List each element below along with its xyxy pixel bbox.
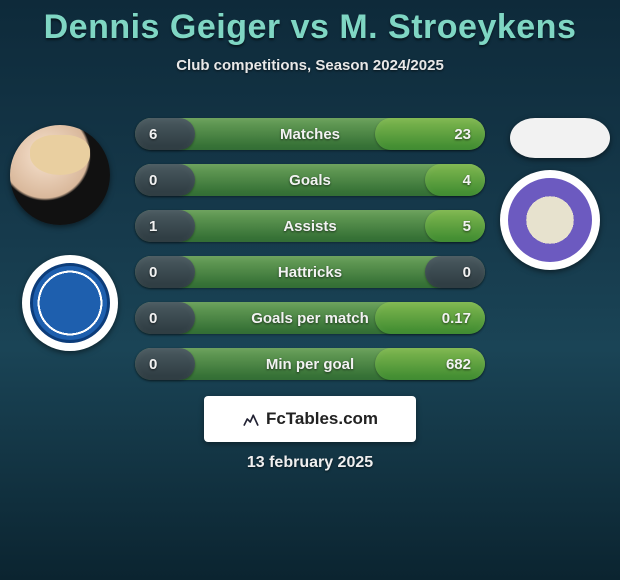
player-1-avatar bbox=[10, 125, 110, 225]
metric-value-right: 23 bbox=[375, 118, 485, 150]
club-1-badge-inner bbox=[30, 263, 110, 343]
metric-row: Hattricks00 bbox=[135, 256, 485, 288]
subtitle: Club competitions, Season 2024/2025 bbox=[0, 57, 620, 74]
date-label: 13 february 2025 bbox=[0, 454, 620, 472]
metric-row: Assists15 bbox=[135, 210, 485, 242]
club-2-badge-inner bbox=[508, 178, 592, 262]
club-2-badge bbox=[500, 170, 600, 270]
metric-row: Matches623 bbox=[135, 118, 485, 150]
player-2-avatar bbox=[510, 118, 610, 158]
metric-value-left: 0 bbox=[135, 164, 195, 196]
metric-value-left: 6 bbox=[135, 118, 195, 150]
brand-label: FcTables.com bbox=[266, 409, 378, 429]
brand-box: FcTables.com bbox=[204, 396, 416, 442]
metric-row: Min per goal0682 bbox=[135, 348, 485, 380]
metric-value-left: 0 bbox=[135, 348, 195, 380]
metric-value-left: 0 bbox=[135, 302, 195, 334]
club-1-badge bbox=[22, 255, 118, 351]
metric-value-left: 1 bbox=[135, 210, 195, 242]
metrics-area: Matches623Goals04Assists15Hattricks00Goa… bbox=[135, 118, 485, 394]
page-title: Dennis Geiger vs M. Stroeykens bbox=[0, 0, 620, 47]
metric-value-right: 5 bbox=[425, 210, 485, 242]
infographic-root: Dennis Geiger vs M. Stroeykens Club comp… bbox=[0, 0, 620, 580]
metric-value-right: 4 bbox=[425, 164, 485, 196]
metric-row: Goals04 bbox=[135, 164, 485, 196]
metric-value-right: 0 bbox=[425, 256, 485, 288]
brand-logo-icon bbox=[242, 410, 260, 428]
metric-row: Goals per match00.17 bbox=[135, 302, 485, 334]
metric-value-left: 0 bbox=[135, 256, 195, 288]
metric-value-right: 682 bbox=[375, 348, 485, 380]
metric-value-right: 0.17 bbox=[375, 302, 485, 334]
